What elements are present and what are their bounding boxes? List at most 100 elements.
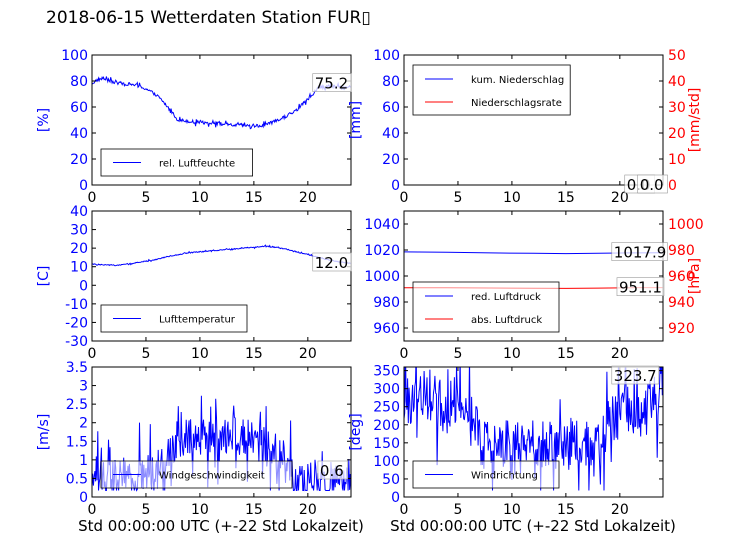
x-tick-label: 0 bbox=[88, 502, 97, 518]
y-tick-label: 1000 bbox=[364, 269, 400, 285]
legend-label: kum. Niederschlag bbox=[471, 75, 564, 86]
x-tick-label: 20 bbox=[611, 502, 629, 518]
y-tick-label: 350 bbox=[373, 364, 400, 380]
last-value-annotation: 0.0 bbox=[637, 174, 668, 194]
legend-label: Niederschlagsrate bbox=[471, 98, 562, 109]
y-tick-label: 150 bbox=[373, 436, 400, 452]
y-tick-label: -10 bbox=[65, 297, 88, 313]
y-tick-label: 20 bbox=[70, 241, 88, 257]
y-tick-label: 60 bbox=[382, 100, 400, 116]
precipitation-panel: 0 5 10 15 20 0 20 40 60 80 100 [mm] 0 10 20 30 40 50 [mm/s… bbox=[348, 48, 703, 206]
legend: Windrichtung bbox=[412, 460, 560, 489]
y-tick-label: 1040 bbox=[364, 217, 400, 233]
y-tick-label: 40 bbox=[70, 126, 88, 142]
legend-label: abs. Luftdruck bbox=[471, 315, 542, 326]
y2-tick-label: 20 bbox=[668, 126, 686, 142]
y2-tick-label: 10 bbox=[668, 152, 686, 168]
x-tick-label: 20 bbox=[611, 190, 629, 206]
y-tick-label: 0 bbox=[79, 278, 88, 294]
y-tick-label: 0 bbox=[391, 490, 400, 506]
x-tick-label: 20 bbox=[299, 346, 317, 362]
y-tick-label: 40 bbox=[382, 126, 400, 142]
y-tick-label: 10 bbox=[70, 260, 88, 276]
y-tick-label: 80 bbox=[382, 74, 400, 90]
series-line-windrichtung bbox=[404, 367, 663, 491]
y-tick-label: -30 bbox=[65, 334, 88, 350]
annotation-box bbox=[312, 252, 352, 272]
y-tick-label: 3 bbox=[79, 379, 88, 395]
windspeed-panel: 0 5 10 15 2000.511.522.533.5[m/s]Windgeschwi… bbox=[36, 360, 352, 518]
pressure-panel: 0 5 10 15 2096098010001020104092094096098010… bbox=[364, 210, 704, 362]
x-tick-label: 15 bbox=[557, 346, 575, 362]
legend: red. Luftdruck abs. Luftdruck bbox=[412, 281, 560, 333]
legend-label: Windrichtung bbox=[471, 471, 538, 482]
x-tick-label: 0 bbox=[88, 190, 97, 206]
annotation-box bbox=[611, 365, 660, 385]
x-tick-label: 15 bbox=[245, 502, 263, 518]
y2-tick-label: 40 bbox=[668, 74, 686, 90]
legend: Windgeschwindigkeit bbox=[100, 460, 293, 489]
x-tick-label: 15 bbox=[245, 346, 263, 362]
x-tick-label: 20 bbox=[299, 190, 317, 206]
x-tick-label: 10 bbox=[503, 502, 521, 518]
legend-label: Lufttemperatur bbox=[159, 315, 236, 326]
annotation-text: 75.2 bbox=[315, 75, 348, 93]
y-tick-label: 1 bbox=[79, 453, 88, 469]
y-tick-label: 300 bbox=[373, 382, 400, 398]
y-tick-label: 2 bbox=[79, 416, 88, 432]
legend-label: Windgeschwindigkeit bbox=[159, 471, 265, 482]
x-tick-label: 0 bbox=[400, 502, 409, 518]
y2-tick-label: 1000 bbox=[668, 217, 704, 233]
plot-frame bbox=[91, 366, 352, 498]
y-tick-label: 20 bbox=[70, 152, 88, 168]
y-tick-label: 200 bbox=[373, 418, 400, 434]
x-tick-label: 15 bbox=[557, 190, 575, 206]
annotation-box bbox=[637, 174, 668, 194]
legend: Lufttemperatur bbox=[100, 304, 248, 333]
last-value-annotation: 951.1 bbox=[616, 277, 665, 297]
x-tick-label: 15 bbox=[557, 502, 575, 518]
annotation-text: 951.1 bbox=[619, 279, 662, 297]
y-axis-label: [m/s] bbox=[36, 414, 52, 451]
x-tick-label: 10 bbox=[503, 346, 521, 362]
annotation-box bbox=[312, 73, 352, 92]
y-tick-label: 20 bbox=[382, 152, 400, 168]
annotation-box bbox=[616, 277, 665, 297]
y-tick-label: 60 bbox=[70, 100, 88, 116]
y-tick-label: 250 bbox=[373, 400, 400, 416]
plot-frame bbox=[91, 54, 352, 186]
last-value-annotation: 0.6 bbox=[317, 460, 349, 480]
y-tick-label: 0 bbox=[79, 178, 88, 194]
last-value-annotation: 1017.9 bbox=[611, 242, 668, 262]
y-tick-label: 1020 bbox=[364, 243, 400, 259]
x-axis-label-right: Std 00:00:00 UTC (+-22 Std Lokalzeit) bbox=[390, 517, 676, 535]
x-axis-label-left: Std 00:00:00 UTC (+-22 Std Lokalzeit) bbox=[78, 517, 364, 535]
x-tick-label: 0 bbox=[88, 346, 97, 362]
y-tick-label: 30 bbox=[70, 223, 88, 239]
last-value-annotation: 323.7 bbox=[611, 365, 660, 385]
x-tick-label: 5 bbox=[141, 190, 150, 206]
x-tick-label: 15 bbox=[245, 190, 263, 206]
legend: rel. Luftfeuchte bbox=[100, 148, 254, 177]
y-tick-label: 960 bbox=[373, 321, 400, 337]
y2-tick-label: 960 bbox=[668, 269, 695, 285]
legend: kum. Niederschlag Niederschlagsrate bbox=[412, 64, 571, 116]
y-axis-label: [mm] bbox=[348, 101, 364, 139]
x-tick-label: 5 bbox=[453, 502, 462, 518]
x-tick-label: 5 bbox=[453, 346, 462, 362]
annotation-text: 0.0 bbox=[640, 176, 664, 194]
y2-tick-label: 920 bbox=[668, 321, 695, 337]
y-tick-label: 0 bbox=[79, 490, 88, 506]
plot-frame bbox=[403, 366, 664, 498]
y2-tick-label: 30 bbox=[668, 100, 686, 116]
y2-tick-label: 980 bbox=[668, 243, 695, 259]
y-tick-label: 40 bbox=[70, 204, 88, 220]
y2-tick-label: 0 bbox=[668, 178, 677, 194]
x-tick-label: 5 bbox=[141, 346, 150, 362]
annotation-box bbox=[317, 460, 349, 480]
y-tick-label: 2.5 bbox=[66, 397, 88, 413]
y-tick-label: 100 bbox=[61, 48, 88, 64]
y-tick-label: -20 bbox=[65, 315, 88, 331]
x-tick-label: 0 bbox=[400, 346, 409, 362]
y-tick-label: 0 bbox=[391, 178, 400, 194]
